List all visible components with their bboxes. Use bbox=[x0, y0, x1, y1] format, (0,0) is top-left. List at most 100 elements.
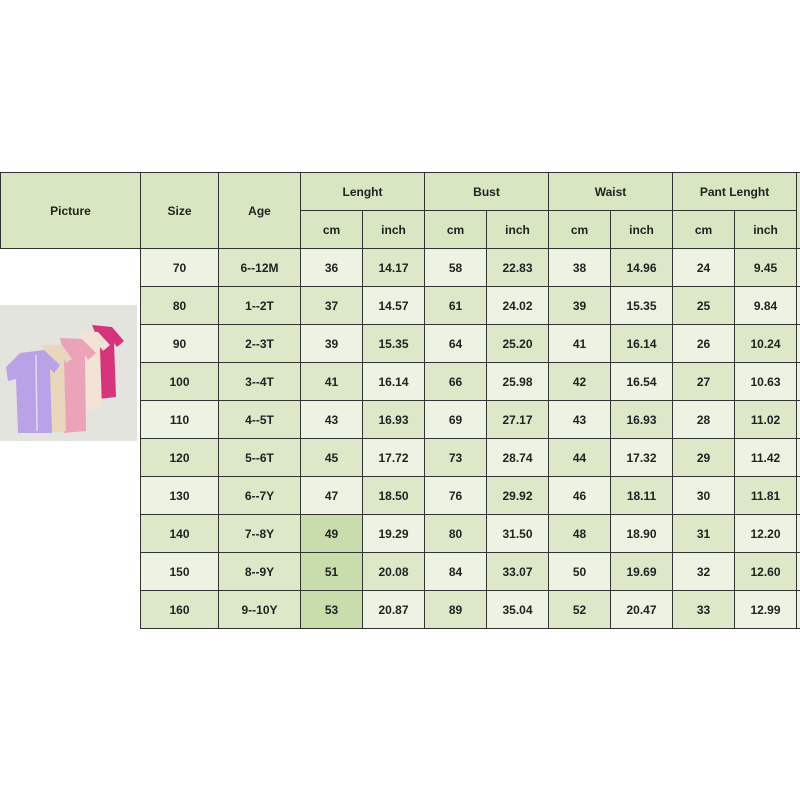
value-cell: 18.50 bbox=[362, 476, 425, 515]
value-cell: 38 bbox=[548, 248, 612, 287]
header-age: Age bbox=[218, 172, 301, 249]
value-cell: 24 bbox=[672, 248, 736, 287]
value-cell: 33 bbox=[672, 590, 736, 629]
value-cell: 43 bbox=[548, 400, 612, 439]
table-row: 150 8--9Y 51 20.08 84 33.07 50 19.69 32 12.60 bbox=[1, 552, 800, 591]
value-cell: 14.57 bbox=[362, 286, 425, 325]
table-row: 160 9--10Y 53 20.87 89 35.04 52 20.47 33 12.99 bbox=[1, 590, 800, 629]
extra-cell bbox=[796, 362, 800, 401]
value-cell: 16.93 bbox=[362, 400, 425, 439]
age-cell: 7--8Y bbox=[218, 514, 301, 553]
age-cell: 5--6T bbox=[218, 438, 301, 477]
value-cell: 12.99 bbox=[734, 590, 798, 629]
value-cell: 18.11 bbox=[610, 476, 674, 515]
value-cell: 14.17 bbox=[362, 248, 425, 287]
size-cell: 110 bbox=[140, 400, 219, 439]
value-cell: 89 bbox=[424, 590, 487, 629]
value-cell: 47 bbox=[300, 476, 363, 515]
header-unit-cm: cm bbox=[548, 210, 612, 249]
value-cell: 12.60 bbox=[734, 552, 798, 591]
value-cell: 27.17 bbox=[485, 400, 550, 439]
value-cell: 9.84 bbox=[734, 286, 798, 325]
header-unit-cm: cm bbox=[424, 210, 487, 249]
value-cell: 10.63 bbox=[734, 362, 798, 401]
value-cell: 52 bbox=[548, 590, 612, 629]
value-cell: 20.47 bbox=[610, 590, 674, 629]
extra-cell bbox=[796, 476, 800, 515]
value-cell: 45 bbox=[300, 438, 363, 477]
value-cell: 19.69 bbox=[610, 552, 674, 591]
header-unit-cm: cm bbox=[300, 210, 363, 249]
header-extra bbox=[796, 172, 800, 249]
header-unit-inch: inch bbox=[485, 210, 550, 249]
value-cell: 15.35 bbox=[362, 324, 425, 363]
value-cell: 58 bbox=[424, 248, 487, 287]
value-cell: 51 bbox=[300, 552, 363, 591]
value-cell: 36 bbox=[300, 248, 363, 287]
value-cell: 42 bbox=[548, 362, 612, 401]
header-unit-inch: inch bbox=[362, 210, 425, 249]
pajama-pink bbox=[60, 338, 96, 433]
extra-cell bbox=[796, 400, 800, 439]
value-cell: 25 bbox=[672, 286, 736, 325]
extra-cell bbox=[796, 552, 800, 591]
value-cell: 61 bbox=[424, 286, 487, 325]
value-cell: 39 bbox=[548, 286, 612, 325]
value-cell: 35.04 bbox=[485, 590, 550, 629]
value-cell: 16.14 bbox=[610, 324, 674, 363]
extra-cell bbox=[796, 286, 800, 325]
value-cell: 84 bbox=[424, 552, 487, 591]
value-cell: 19.29 bbox=[362, 514, 425, 553]
header-waist: Waist bbox=[548, 172, 674, 211]
value-cell: 50 bbox=[548, 552, 612, 591]
age-cell: 9--10Y bbox=[218, 590, 301, 629]
age-cell: 3--4T bbox=[218, 362, 301, 401]
table-row: 100 3--4T 41 16.14 66 25.98 42 16.54 27 10.63 bbox=[1, 362, 800, 401]
value-cell: 64 bbox=[424, 324, 487, 363]
value-cell: 25.98 bbox=[485, 362, 550, 401]
value-cell: 26 bbox=[672, 324, 736, 363]
value-cell: 41 bbox=[300, 362, 363, 401]
value-cell: 73 bbox=[424, 438, 487, 477]
header-unit-inch: inch bbox=[610, 210, 674, 249]
value-cell: 27 bbox=[672, 362, 736, 401]
age-cell: 2--3T bbox=[218, 324, 301, 363]
header-bust: Bust bbox=[423, 172, 550, 211]
value-cell: 49 bbox=[300, 514, 363, 553]
value-cell: 15.35 bbox=[610, 286, 674, 325]
value-cell: 33.07 bbox=[485, 552, 550, 591]
value-cell: 66 bbox=[424, 362, 487, 401]
size-cell: 120 bbox=[140, 438, 219, 477]
age-cell: 4--5T bbox=[218, 400, 301, 439]
header-picture: Picture bbox=[0, 172, 141, 249]
value-cell: 16.93 bbox=[610, 400, 674, 439]
extra-cell bbox=[796, 438, 800, 477]
value-cell: 17.32 bbox=[610, 438, 674, 477]
value-cell: 28 bbox=[672, 400, 736, 439]
size-cell: 100 bbox=[140, 362, 219, 401]
value-cell: 46 bbox=[548, 476, 612, 515]
header-length: Lenght bbox=[300, 172, 425, 211]
value-cell: 80 bbox=[424, 514, 487, 553]
value-cell: 31.50 bbox=[485, 514, 550, 553]
value-cell: 11.42 bbox=[734, 438, 798, 477]
header-unit-inch: inch bbox=[734, 210, 798, 249]
value-cell: 39 bbox=[300, 324, 363, 363]
extra-cell bbox=[796, 324, 800, 363]
size-cell: 80 bbox=[140, 286, 219, 325]
value-cell: 29 bbox=[672, 438, 736, 477]
value-cell: 31 bbox=[672, 514, 736, 553]
value-cell: 76 bbox=[424, 476, 487, 515]
value-cell: 41 bbox=[548, 324, 612, 363]
table-row: 140 7--8Y 49 19.29 80 31.50 48 18.90 31 12.20 bbox=[1, 514, 800, 553]
table-row: 90 2--3T 39 15.35 64 25.20 41 16.14 26 10.24 bbox=[1, 324, 800, 363]
value-cell: 11.81 bbox=[734, 476, 798, 515]
header-size: Size bbox=[140, 172, 219, 249]
value-cell: 16.14 bbox=[362, 362, 425, 401]
value-cell: 11.02 bbox=[734, 400, 798, 439]
value-cell: 48 bbox=[548, 514, 612, 553]
value-cell: 30 bbox=[672, 476, 736, 515]
size-cell: 150 bbox=[140, 552, 219, 591]
value-cell: 32 bbox=[672, 552, 736, 591]
value-cell: 17.72 bbox=[362, 438, 425, 477]
